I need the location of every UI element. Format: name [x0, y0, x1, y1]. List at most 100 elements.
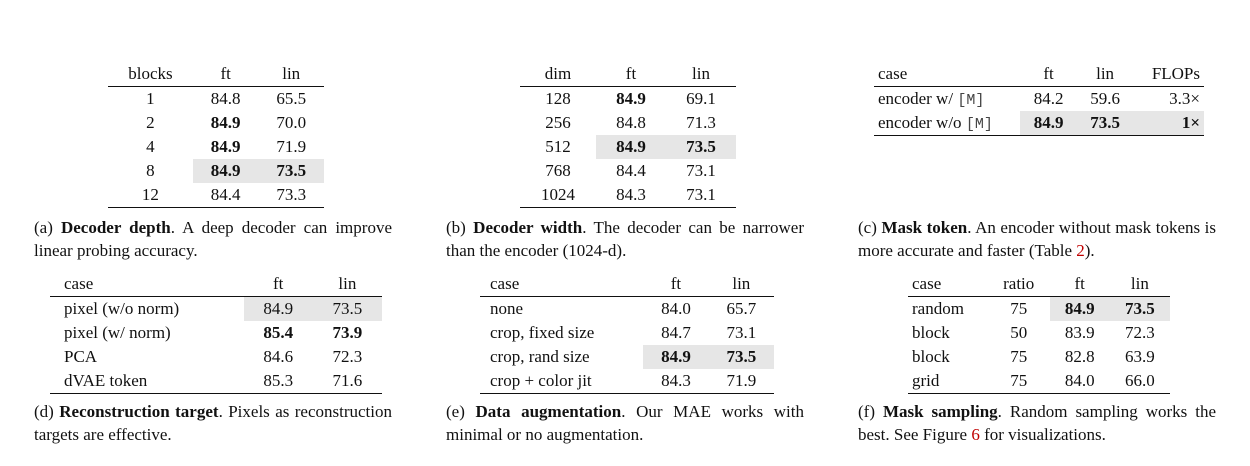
table-cell: 85.4 [263, 323, 294, 342]
table-cell: crop, rand size [490, 347, 590, 366]
table-cell: 83.9 [1064, 323, 1095, 342]
caption-data-augmentation: (e) Data augmentation. Our MAE works wit… [446, 400, 804, 446]
table-row: 1 84.8 65.5 [108, 87, 324, 112]
caption-label: (b) [446, 218, 466, 237]
table-row: PCA 84.6 72.3 [50, 345, 382, 369]
table-cell: 3.3× [1169, 89, 1200, 108]
table-cell: PCA [64, 347, 98, 366]
caption-tail: for visualizations. [979, 425, 1106, 444]
table-reconstruction-target: case ft lin pixel (w/o norm) 84.9 73.5 p… [50, 272, 382, 394]
caption-decoder-width: (b) Decoder width. The decoder can be na… [446, 216, 804, 262]
caption-mask-sampling: (f) Mask sampling. Random sampling works… [858, 400, 1216, 446]
table-cell: 73.9 [332, 323, 363, 342]
table-cell: 75 [1010, 299, 1028, 318]
table-cell: pixel (w/o norm) [64, 299, 180, 318]
table-cell: 73.3 [258, 183, 324, 208]
caption-title: Mask token [881, 218, 968, 237]
table-cell: 73.5 [258, 159, 324, 183]
caption-text: . The decoder can be narrower than the e… [446, 218, 804, 260]
table-cell: 84.9 [210, 113, 241, 132]
table-row: 128 84.9 69.1 [520, 87, 736, 112]
table-cell: 71.9 [276, 137, 307, 156]
column-header: ratio [987, 272, 1050, 297]
table-cell: 71.6 [312, 369, 382, 394]
table-row: 2 84.9 70.0 [108, 111, 324, 135]
column-header: case [480, 272, 644, 297]
caption-mask-token: (c) Mask token. An encoder without mask … [858, 216, 1216, 262]
table-cell: 66.0 [1109, 369, 1170, 394]
table-row: 12 84.4 73.3 [108, 183, 324, 208]
caption-text: . An encoder without mask tokens is more… [858, 218, 1217, 260]
table-cell: 256 [545, 113, 571, 132]
column-header: ft [1020, 62, 1077, 87]
table-cell: 84.9 [210, 137, 241, 156]
table-data-augmentation: case ft lin none 84.0 65.7 crop, fixed s… [480, 272, 774, 394]
table-cell: grid [908, 369, 988, 394]
table-cell: dVAE token [50, 369, 244, 394]
table-decoder-width: dim ft lin 128 84.9 69.1 256 84.8 71.3 5… [520, 62, 736, 208]
table-cell: 1× [1133, 111, 1204, 136]
figure-reference-link[interactable]: 6 [971, 425, 980, 444]
table-row: block 50 83.9 72.3 [908, 321, 1170, 345]
column-header: ft [643, 272, 709, 297]
table-cell: 70.0 [276, 113, 307, 132]
caption-title: Decoder depth [60, 218, 171, 237]
table-cell: 84.9 [192, 159, 259, 183]
table-cell: 73.1 [726, 323, 757, 342]
table-cell: 1 [146, 89, 155, 108]
table-cell: pixel (w/ norm) [64, 323, 171, 342]
table-cell: 73.5 [665, 135, 736, 159]
table-row: block 75 82.8 63.9 [908, 345, 1170, 369]
column-header: lin [312, 272, 382, 297]
table-cell: crop + color jit [480, 369, 644, 394]
caption-title: Data augmentation [475, 402, 622, 421]
table-row: 8 84.9 73.5 [108, 159, 324, 183]
table-cell: 12 [108, 183, 193, 208]
table-cell: random [912, 299, 964, 318]
caption-label: (c) [858, 218, 877, 237]
table-cell: 59.6 [1090, 89, 1120, 108]
table-cell: 73.1 [686, 161, 716, 180]
table-cell: 72.3 [332, 347, 363, 366]
caption-text: . Random sampling works the best. See Fi… [858, 402, 1217, 444]
caption-text: . Pixels as reconstruction targets are e… [34, 402, 393, 444]
table-cell: 73.5 [312, 296, 382, 321]
table-decoder-depth: blocks ft lin 1 84.8 65.5 2 84.9 70.0 4 … [108, 62, 324, 208]
table-cell: 84.9 [643, 345, 709, 369]
table-cell: 71.3 [686, 113, 716, 132]
case-text: encoder w/o [878, 113, 962, 132]
column-header: lin [665, 62, 736, 87]
table-cell: 84.4 [192, 183, 259, 208]
column-header: ft [595, 62, 666, 87]
table-header-row: case ft lin [480, 272, 774, 297]
table-header-row: case ft lin [50, 272, 382, 297]
column-header: case [874, 62, 1021, 87]
table-cell: none [490, 299, 524, 318]
table-cell: 84.0 [1049, 369, 1110, 394]
table-cell: 84.9 [1049, 296, 1110, 321]
table-reference-link[interactable]: 2 [1076, 241, 1085, 260]
column-header: case [50, 272, 244, 297]
caption-label: (f) [858, 402, 875, 421]
column-header: blocks [108, 62, 193, 87]
table-cell: 84.3 [643, 369, 709, 394]
table-mask-sampling: case ratio ft lin random 75 84.9 73.5 bl… [908, 272, 1170, 394]
table-row: encoder w/o [M] 84.9 73.5 1× [874, 111, 1204, 136]
table-row: none 84.0 65.7 [480, 297, 774, 322]
table-cell: crop, fixed size [490, 323, 595, 342]
table-cell: 84.9 [595, 135, 666, 159]
table-cell: 72.3 [1125, 323, 1155, 342]
table-row: 768 84.4 73.1 [520, 159, 736, 183]
table-row: 1024 84.3 73.1 [520, 183, 736, 208]
table-cell: 75 [1010, 347, 1028, 366]
table-row: crop + color jit 84.3 71.9 [480, 369, 774, 394]
table-cell: 512 [545, 137, 571, 156]
mask-token-code: [M] [965, 116, 993, 133]
table-header-row: case ratio ft lin [908, 272, 1170, 297]
table-cell: encoder w/o [M] [874, 111, 1021, 136]
column-header: case [908, 272, 988, 297]
table-row: grid 75 84.0 66.0 [908, 369, 1170, 394]
column-header: lin [708, 272, 774, 297]
table-cell: 2 [146, 113, 155, 132]
mask-token-code: [M] [957, 92, 985, 109]
